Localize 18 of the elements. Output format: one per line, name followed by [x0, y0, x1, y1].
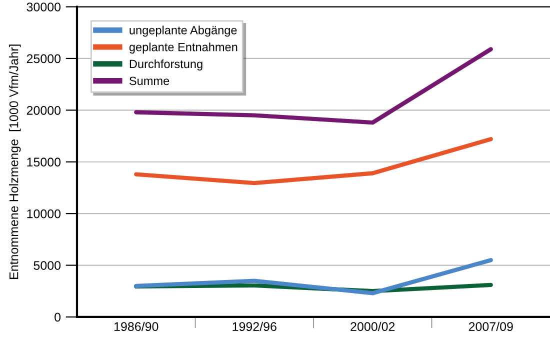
- y-tick-label: 25000: [26, 54, 61, 64]
- y-tick-label: 10000: [27, 209, 61, 218]
- line-series: [134, 258, 493, 296]
- y-tick-label: 15000: [27, 158, 61, 167]
- y-tick-label: 0: [54, 312, 61, 322]
- y-tick-label: 20000: [26, 106, 61, 115]
- x-tick-label: 2000/02: [350, 322, 395, 332]
- x-tick-label: 2007/09: [468, 322, 513, 332]
- y-tick-label: 5000: [34, 261, 61, 270]
- legend-label: Summe: [129, 76, 170, 86]
- line-series: [134, 137, 493, 186]
- y-axis-title: Entnommene Holzmenge [1000 Vfm/Jahr]: [9, 44, 21, 279]
- legend-label: geplante Entnahmen: [129, 42, 238, 54]
- legend-label: ungeplante Abgänge: [130, 26, 237, 37]
- y-tick-label: 30000: [26, 2, 61, 12]
- x-tick-label: 1992/96: [232, 322, 276, 332]
- legend-label: Durchforstung: [130, 59, 202, 70]
- x-tick-label: 1986/90: [114, 322, 158, 332]
